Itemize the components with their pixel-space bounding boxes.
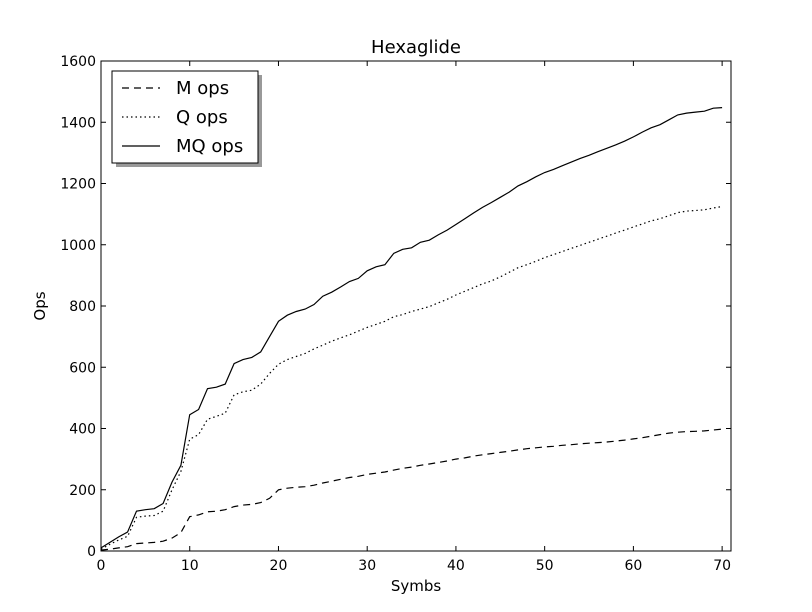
- legend-label: Q ops: [176, 107, 228, 128]
- y-tick-label: 600: [69, 360, 96, 376]
- x-tick-label: 20: [270, 558, 288, 574]
- x-tick-label: 0: [97, 558, 106, 574]
- x-tick-label: 40: [447, 558, 465, 574]
- y-tick-label: 0: [87, 544, 96, 560]
- legend-label: MQ ops: [176, 136, 243, 157]
- y-tick-label: 1000: [60, 238, 96, 254]
- ticks-layer: 0 10 20 30 40 50 60 70 0 200 400 600 800 1000 1200 1400…: [60, 54, 731, 574]
- legend-label: M ops: [176, 78, 229, 99]
- y-tick-label: 800: [69, 299, 96, 315]
- x-tick-label: 60: [624, 558, 642, 574]
- y-tick-label: 200: [69, 483, 96, 499]
- y-tick-label: 1400: [60, 115, 96, 131]
- series-line-mq-ops: [100, 107, 723, 549]
- x-tick-label: 10: [181, 558, 199, 574]
- y-tick-label: 1200: [60, 177, 96, 193]
- x-tick-label: 30: [358, 558, 376, 574]
- x-tick-label: 70: [713, 558, 731, 574]
- x-axis-label: Symbs: [391, 577, 442, 595]
- series-layer: [100, 107, 723, 551]
- legend: M ops Q ops MQ ops: [111, 70, 262, 167]
- y-tick-label: 1600: [60, 54, 96, 70]
- x-tick-label: 50: [536, 558, 554, 574]
- y-tick-label: 400: [69, 422, 96, 438]
- y-axis-label: Ops: [31, 291, 49, 320]
- chart-title: Hexaglide: [371, 37, 461, 58]
